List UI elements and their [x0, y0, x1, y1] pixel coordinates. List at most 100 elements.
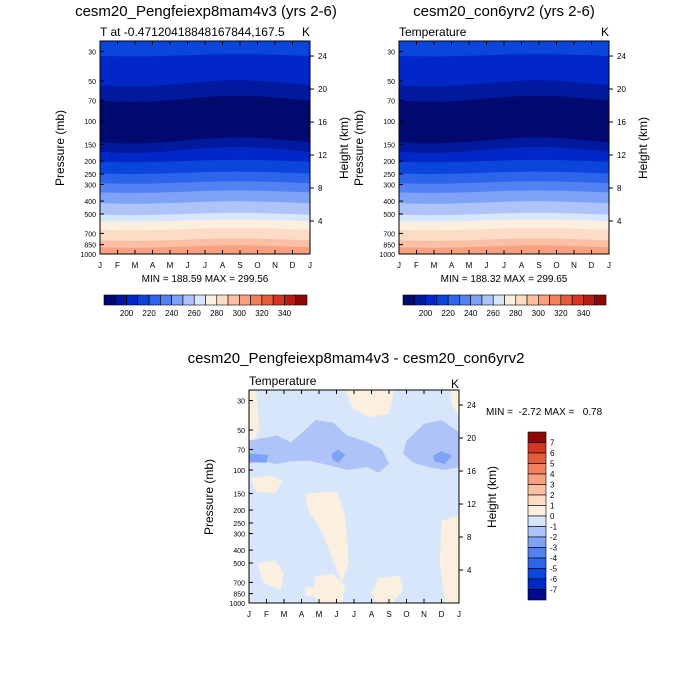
- x-tick-label: S: [237, 261, 242, 270]
- colorbar-label: 260: [487, 309, 501, 318]
- contour-region: [250, 475, 283, 494]
- height-tick-label: 24: [318, 52, 327, 61]
- colorbar-box: [481, 294, 494, 306]
- x-tick-label: O: [553, 261, 559, 270]
- height-tick-label: 16: [617, 118, 626, 127]
- x-tick-label: A: [299, 610, 305, 619]
- y-tick-label: 1000: [80, 252, 96, 259]
- height-tick-label: 4: [318, 217, 323, 226]
- colorbar-box: [182, 294, 195, 306]
- colorbar-label: 240: [464, 309, 478, 318]
- panel-1-subtitle-right: K: [302, 25, 310, 39]
- y-tick-label: 70: [88, 98, 96, 105]
- x-tick-label: A: [449, 261, 455, 270]
- y-tick-label: 100: [383, 119, 395, 126]
- colorbar-box: [148, 294, 161, 306]
- y-tick-label: 700: [84, 231, 96, 238]
- colorbar-box: [470, 294, 483, 306]
- colorbar-box: [527, 463, 547, 475]
- colorbar-label: -3: [550, 544, 558, 553]
- colorbar-label: 280: [509, 309, 523, 318]
- colorbar-box: [193, 294, 206, 306]
- panel-1-ylabel-right: Height (km): [337, 117, 351, 179]
- contour-region: [371, 575, 403, 603]
- height-tick-label: 4: [617, 217, 622, 226]
- panel-1-contour-fill: [100, 41, 310, 254]
- y-tick-label: 250: [383, 172, 395, 179]
- y-tick-label: 30: [88, 50, 96, 57]
- panel-2-ylabel: Pressure (mb): [352, 110, 366, 186]
- x-tick-label: J: [397, 261, 401, 270]
- colorbar-label: 300: [233, 309, 247, 318]
- colorbar-label: 200: [120, 309, 134, 318]
- colorbar-label: 260: [188, 309, 202, 318]
- y-tick-label: 250: [84, 172, 96, 179]
- colorbar-label: 2: [550, 491, 555, 500]
- colorbar-label: 280: [210, 309, 224, 318]
- panel-3-subtitle-right: K: [451, 377, 459, 391]
- colorbar-box: [527, 526, 547, 538]
- y-tick-label: 400: [84, 199, 96, 206]
- colorbar-label: 3: [550, 481, 555, 490]
- y-tick-label: 30: [387, 50, 395, 57]
- contour-region: [450, 390, 459, 418]
- colorbar-label: -5: [550, 565, 558, 574]
- colorbar-box: [137, 294, 150, 306]
- y-tick-label: 30: [237, 399, 245, 406]
- x-tick-label: F: [414, 261, 419, 270]
- y-tick-label: 100: [233, 468, 245, 475]
- panel-1-title: cesm20_Pengfeiexp8mam4v3 (yrs 2-6): [75, 3, 337, 20]
- x-tick-label: J: [308, 261, 312, 270]
- colorbar-box: [114, 294, 127, 306]
- colorbar-box: [459, 294, 471, 306]
- y-tick-label: 300: [233, 531, 245, 538]
- colorbar-box: [402, 294, 415, 306]
- x-tick-label: J: [352, 610, 356, 619]
- y-tick-label: 150: [84, 142, 96, 149]
- contour-region: [249, 420, 389, 473]
- y-tick-label: 100: [84, 119, 96, 126]
- panel-2-title: cesm20_con6yrv2 (yrs 2-6): [413, 3, 595, 20]
- x-tick-label: J: [335, 610, 339, 619]
- y-tick-label: 50: [237, 428, 245, 435]
- colorbar-box: [527, 557, 547, 569]
- height-tick-label: 16: [467, 467, 476, 476]
- y-tick-label: 200: [233, 508, 245, 515]
- contour-region: [432, 451, 452, 464]
- colorbar-box: [526, 294, 539, 306]
- colorbar-box: [583, 294, 596, 306]
- panel-1-colorbar: 200 220 240 260 280 300 320 340: [103, 294, 308, 318]
- panel-1-ylabel: Pressure (mb): [53, 110, 67, 186]
- y-tick-label: 1000: [379, 252, 395, 259]
- x-tick-label: A: [220, 261, 226, 270]
- panel-3-stats: MIN = -2.72 MAX = 0.78: [486, 407, 603, 418]
- y-tick-label: 700: [383, 231, 395, 238]
- colorbar-box: [504, 294, 517, 306]
- colorbar-label: 6: [550, 449, 555, 458]
- colorbar-box: [425, 294, 438, 306]
- colorbar-label: 7: [550, 439, 555, 448]
- x-tick-label: M: [167, 261, 174, 270]
- colorbar-box: [436, 294, 449, 306]
- height-tick-label: 8: [617, 184, 622, 193]
- colorbar-box: [447, 294, 460, 306]
- colorbar-label: 340: [278, 309, 292, 318]
- x-tick-label: S: [536, 261, 541, 270]
- colorbar-label: -1: [550, 523, 558, 532]
- height-tick-label: 8: [318, 184, 323, 193]
- x-tick-label: D: [439, 610, 445, 619]
- contour-region: [249, 390, 260, 441]
- contour-region: [331, 449, 346, 463]
- y-tick-label: 300: [383, 182, 395, 189]
- colorbar-box: [413, 294, 426, 306]
- colorbar-label: 5: [550, 460, 555, 469]
- contour-region: [249, 453, 269, 463]
- y-tick-label: 850: [383, 243, 395, 250]
- y-tick-label: 1000: [229, 601, 245, 608]
- panel-1-stats: MIN = 188.59 MAX = 299.56: [142, 274, 269, 285]
- colorbar-label: 220: [441, 309, 455, 318]
- height-tick-label: 8: [467, 533, 472, 542]
- colorbar-label: 240: [165, 309, 179, 318]
- colorbar-label: 1: [550, 502, 555, 511]
- colorbar-box: [205, 294, 218, 306]
